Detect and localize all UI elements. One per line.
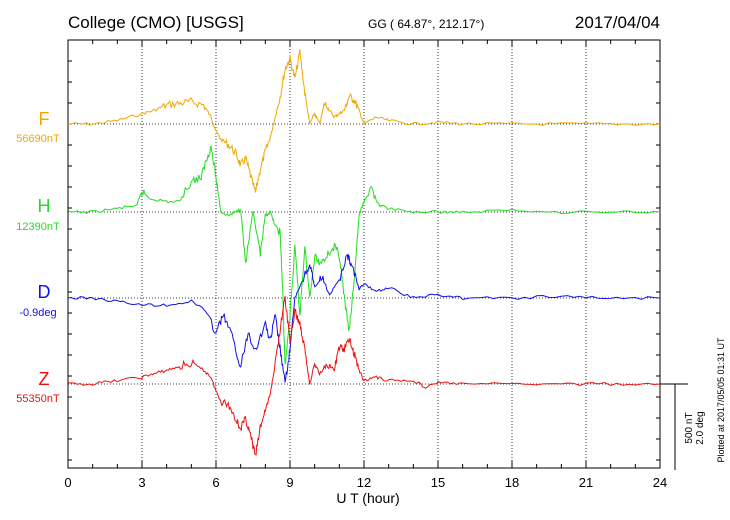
series-layer <box>67 49 661 456</box>
x-tick-label-21: 21 <box>579 475 593 490</box>
series-baseline-value-H: 12390nT <box>16 221 60 233</box>
plotted-at-note: Plotted at 2017/05/05 01:31 UT <box>716 337 726 463</box>
series-name-Z: Z <box>39 369 50 389</box>
x-tick-label-9: 9 <box>286 475 293 490</box>
station-coords: GG ( 64.87°, 212.17°) <box>368 17 484 31</box>
x-axis-label: U T (hour) <box>336 490 399 506</box>
station-title: College (CMO) [USGS] <box>68 13 244 32</box>
scale-label-nt: 500 nT <box>684 412 695 443</box>
series-baseline-value-F: 56690nT <box>16 133 60 145</box>
series-line-F <box>67 49 661 193</box>
series-name-H: H <box>38 196 51 216</box>
series-baseline-value-Z: 55350nT <box>16 393 60 405</box>
x-tick-label-18: 18 <box>505 475 519 490</box>
x-tick-label-0: 0 <box>64 475 71 490</box>
series-line-H <box>67 145 661 365</box>
series-line-Z <box>67 295 661 456</box>
series-name-F: F <box>39 109 50 129</box>
grid-layer <box>141 40 587 468</box>
chart-date: 2017/04/04 <box>575 13 660 32</box>
scale-bar <box>660 383 688 470</box>
x-tick-label-6: 6 <box>212 475 219 490</box>
tick-layer: 0 3 6 9 12 15 18 21 24 <box>64 40 667 490</box>
series-name-D: D <box>38 282 51 302</box>
series-baseline-value-D: -0.9deg <box>19 307 56 319</box>
x-tick-label-24: 24 <box>653 475 667 490</box>
series-label-layer: F 56690nT H 12390nT D -0.9deg Z 55350nT <box>16 109 60 405</box>
scale-label-deg: 2.0 deg <box>695 411 706 444</box>
x-tick-label-3: 3 <box>138 475 145 490</box>
x-tick-label-12: 12 <box>357 475 371 490</box>
series-line-D <box>67 253 661 383</box>
x-tick-label-15: 15 <box>431 475 445 490</box>
